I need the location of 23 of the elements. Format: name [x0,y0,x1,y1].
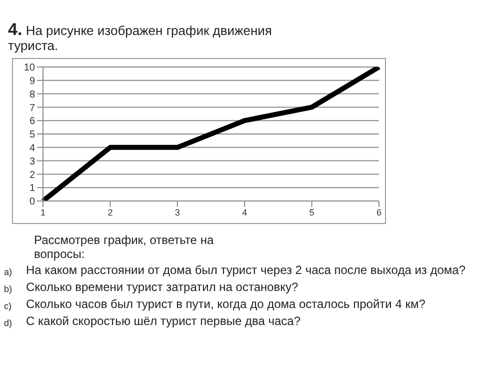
x-tick-label: 3 [174,207,180,218]
x-tick-label: 4 [242,207,248,218]
x-tick-label: 5 [309,207,314,218]
y-tick-label: 7 [29,102,36,114]
text: Рассмотрев график, ответьте на вопросы: [34,233,215,261]
y-tick-label: 3 [29,156,36,168]
y-tick-label: 5 [29,130,36,141]
y-tick-label: 2 [29,170,36,181]
y-tick-label: 8 [29,89,36,100]
y-tick-label: 10 [24,62,36,74]
text: c) Сколько часов был турист в пути, когда до дома осталось пройти 4 км? [4,297,426,311]
y-tick-label: 9 [29,76,36,87]
text: b) Сколько времени турист затратил на остановку? [4,280,298,294]
y-tick-label: 1 [29,183,36,194]
chart-title: 4. На рисунке изображен график движения туриста. [8,20,272,53]
x-tick-label: 1 [40,207,46,218]
y-tick-label: 4 [29,142,36,154]
text: d) С какой скоростью шёл турист первые два часа? [4,314,300,328]
text: a) На каком расстоянии от дома был турист через 2 часа после выхода из дома? [4,263,466,277]
y-tick-label: 6 [29,116,36,128]
y-tick-label: 0 [29,196,36,208]
x-tick-label: 2 [108,207,113,218]
x-tick-label: 6 [376,207,382,218]
